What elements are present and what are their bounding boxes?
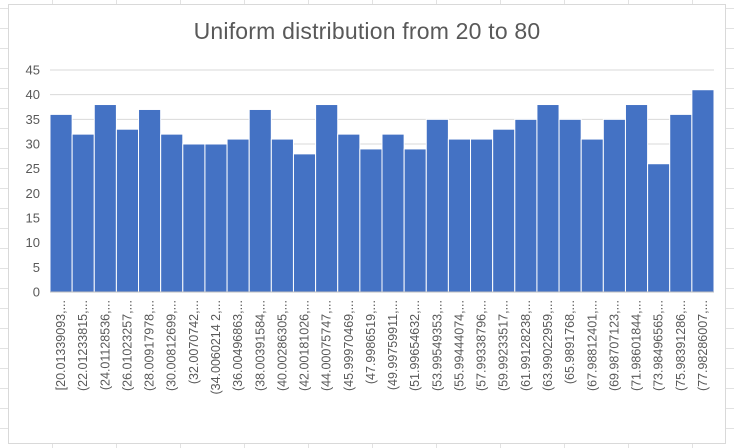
y-axis-ticks: 0 5 10 15 20 25 30 35 40 45 — [26, 63, 40, 300]
x-tick-label: (45.99970469,... — [342, 300, 356, 391]
bar[interactable] — [403, 148, 427, 293]
x-tick-label: (61.99128238,... — [519, 300, 533, 391]
bar[interactable] — [580, 138, 604, 293]
x-tick-label: (49.99759911,... — [386, 300, 400, 390]
y-tick-label: 5 — [33, 260, 40, 275]
y-tick-label: 20 — [26, 186, 40, 201]
bar[interactable] — [691, 89, 715, 293]
x-tick-label: (40.00286305,... — [275, 300, 289, 391]
x-tick-label: (44.00075747,... — [320, 300, 334, 391]
bars — [49, 89, 715, 293]
bar[interactable] — [602, 118, 626, 293]
bar[interactable] — [315, 104, 339, 293]
bar[interactable] — [470, 138, 494, 293]
chart-title: Uniform distribution from 20 to 80 — [193, 18, 541, 44]
bar[interactable] — [425, 118, 449, 293]
x-tick-label: (51.99654632,... — [408, 300, 422, 391]
x-tick-label: (34.0060214 2,... — [209, 300, 223, 395]
bar[interactable] — [536, 104, 560, 293]
x-tick-label: (67.98812401,... — [585, 300, 599, 391]
bar[interactable] — [182, 143, 206, 293]
x-tick-label: (73.98496565,... — [652, 300, 666, 391]
bar[interactable] — [204, 143, 228, 293]
bar[interactable] — [270, 138, 294, 293]
x-tick-label: (69.98707123,... — [607, 300, 621, 391]
x-tick-label: (47.9986519,... — [364, 300, 378, 384]
bar[interactable] — [447, 138, 472, 293]
bar[interactable] — [49, 113, 73, 293]
bar[interactable] — [93, 104, 117, 293]
x-tick-label: (42.00181026,... — [298, 300, 312, 391]
bar[interactable] — [226, 138, 250, 293]
x-tick-label: (26.01023257,... — [120, 300, 134, 391]
y-tick-label: 25 — [26, 161, 40, 176]
x-tick-label: (55.99444074,... — [452, 300, 466, 391]
y-tick-label: 40 — [26, 87, 40, 102]
x-tick-label: (71.98601844,... — [630, 300, 644, 391]
x-tick-label: (32.0070742,... — [187, 300, 201, 384]
y-tick-label: 35 — [26, 112, 40, 127]
x-tick-label: (22.01233815,... — [76, 300, 90, 391]
y-tick-label: 0 — [33, 285, 40, 300]
x-tick-label: (65.9891768,... — [563, 300, 577, 384]
y-tick-label: 45 — [26, 63, 40, 78]
x-tick-label: (57.99338796,... — [475, 300, 489, 391]
y-tick-label: 30 — [26, 137, 40, 152]
bar[interactable] — [669, 113, 693, 293]
x-tick-label: (24.01128536,... — [98, 300, 112, 390]
x-tick-label: (63.99022959,... — [541, 300, 555, 391]
x-tick-label: (28.00917978,... — [143, 300, 157, 391]
y-tick-label: 15 — [26, 211, 40, 226]
x-tick-label: (36.00496863,... — [231, 300, 245, 391]
x-tick-label: (77.98286007,... — [696, 300, 710, 391]
bar[interactable] — [558, 118, 582, 293]
x-axis-ticks: [20.01339093,... (22.01233815,... (24.0112… — [54, 300, 710, 395]
x-tick-label: [20.01339093,... — [54, 300, 68, 390]
bar[interactable] — [492, 128, 516, 293]
x-tick-label: (75.98391286,... — [674, 300, 688, 391]
x-tick-label: (30.00812699,... — [165, 300, 179, 391]
y-tick-label: 10 — [26, 235, 40, 250]
bar[interactable] — [337, 133, 361, 293]
bar[interactable] — [292, 153, 317, 293]
bar[interactable] — [359, 148, 383, 293]
bar[interactable] — [138, 108, 162, 293]
bar[interactable] — [115, 128, 140, 293]
x-tick-label: (53.99549353,... — [430, 300, 444, 391]
bar[interactable] — [514, 118, 538, 293]
bar[interactable] — [624, 104, 649, 293]
x-tick-label: (59.99233517,... — [497, 300, 511, 391]
bar[interactable] — [647, 163, 671, 293]
bar[interactable] — [71, 133, 95, 293]
x-tick-label: (38.00391584,... — [253, 300, 267, 391]
bar[interactable] — [160, 133, 184, 293]
bar[interactable] — [381, 133, 405, 293]
bar[interactable] — [248, 108, 272, 293]
